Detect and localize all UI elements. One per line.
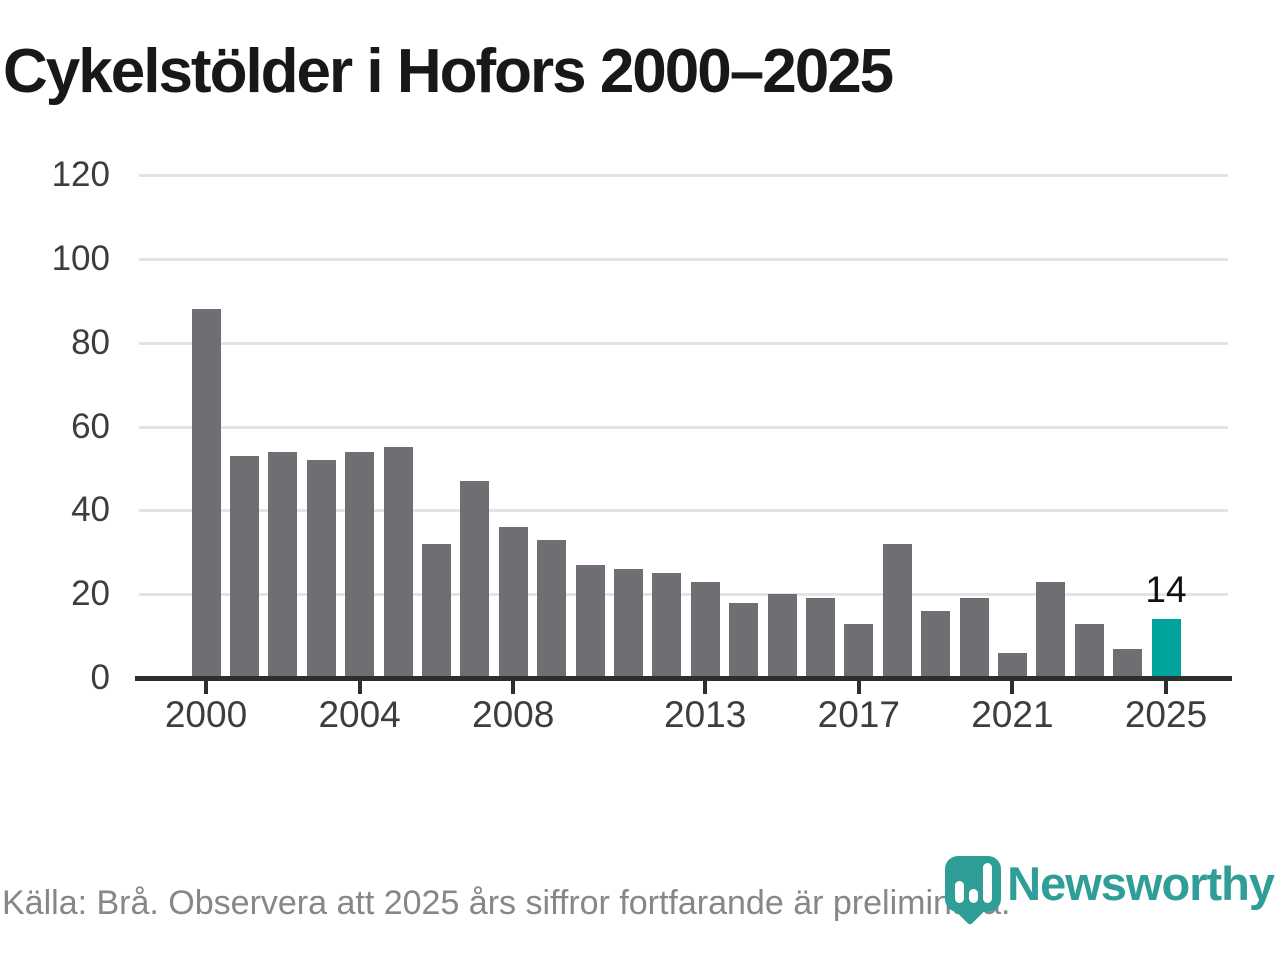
x-axis-label-2021: 2021: [971, 694, 1054, 735]
y-axis-label-100: 100: [51, 238, 110, 278]
x-axis-label-2025: 2025: [1124, 694, 1208, 735]
bar-2021: [997, 652, 1027, 678]
y-axis-label-0: 0: [90, 658, 110, 697]
page-title: Cykelstölder i Hofors 2000–2025: [3, 37, 894, 106]
bar-2001: [229, 455, 259, 678]
bar-chart-pin-icon: [945, 856, 1002, 926]
y-axis-label-20: 20: [71, 574, 110, 614]
bar-2000: [191, 309, 221, 678]
bar-chart: 0 20 40 60 80 100 120 2000 2004 2008 2013 2017 2021 2…: [51, 155, 1232, 735]
logo-bar-icon: [982, 863, 992, 903]
x-axis-label-2000: 2000: [164, 694, 248, 735]
bar-2004: [345, 451, 375, 678]
bar-2011: [613, 569, 643, 678]
x-axis-tick-2008: [511, 681, 516, 694]
x-axis-label-2017: 2017: [817, 694, 900, 735]
x-axis-tick-2025: [1164, 681, 1168, 694]
bar-2024: [1113, 648, 1143, 678]
bar-2013: [690, 581, 720, 678]
bar-2008: [498, 527, 528, 678]
x-axis-tick-2013: [703, 681, 708, 694]
gridline-20: [139, 593, 1228, 597]
bar-2003: [306, 460, 336, 678]
logo-bar-icon: [968, 889, 978, 903]
x-axis-line: [135, 676, 1232, 681]
newsworthy-logo: Newsworthy: [945, 856, 1275, 926]
logo-bar-icon: [954, 881, 964, 903]
bar-2018: [882, 543, 912, 678]
gridline-40: [139, 509, 1228, 513]
bar-2020: [959, 598, 989, 678]
bar-2002: [268, 451, 298, 678]
gridline-120: [139, 174, 1228, 177]
bar-2010: [575, 564, 605, 678]
source-note: Källa: Brå. Observera att 2025 års siffr…: [2, 884, 1011, 922]
x-axis-tick-2004: [357, 681, 362, 694]
y-axis-label-80: 80: [71, 322, 110, 362]
logo-wordmark: Newsworthy: [1007, 857, 1275, 910]
bar-2007: [460, 480, 490, 678]
x-axis-label-2008: 2008: [472, 694, 555, 735]
bar-2012: [652, 573, 682, 678]
y-axis-label-40: 40: [71, 490, 110, 530]
bar-value-label: 14: [1145, 569, 1187, 611]
gridline-80: [139, 341, 1228, 345]
gridline-60: [139, 425, 1228, 429]
bar-2019: [921, 610, 951, 678]
gridline-100: [139, 257, 1228, 261]
bar-2022: [1036, 581, 1066, 678]
bar-2015: [767, 594, 797, 678]
bar-2005: [383, 447, 413, 678]
x-axis-label-2013: 2013: [664, 694, 747, 735]
x-axis-tick-2021: [1010, 681, 1015, 694]
y-axis-label-60: 60: [71, 406, 110, 446]
bar-2023: [1074, 623, 1104, 678]
bar-2017: [844, 623, 874, 678]
x-axis-tick-2017: [856, 681, 861, 694]
x-axis-tick-2000: [204, 681, 208, 694]
bar-2014: [729, 602, 759, 678]
bar-2025: [1151, 619, 1181, 678]
bar-2006: [421, 543, 451, 678]
x-axis-label-2004: 2004: [318, 694, 401, 735]
y-axis-label-120: 120: [51, 155, 110, 194]
bar-2009: [537, 539, 567, 678]
bar-2016: [805, 598, 835, 678]
